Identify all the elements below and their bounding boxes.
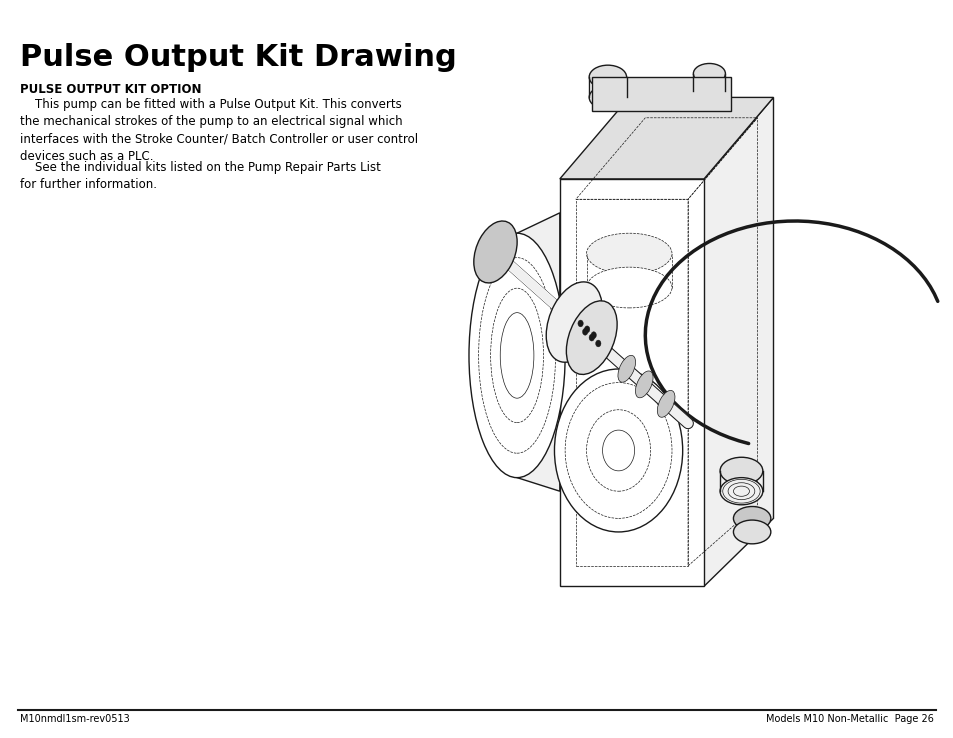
- Polygon shape: [559, 97, 773, 179]
- Circle shape: [582, 328, 587, 335]
- Ellipse shape: [733, 506, 770, 530]
- Text: Pulse Output Kit Drawing: Pulse Output Kit Drawing: [20, 43, 456, 72]
- Circle shape: [588, 334, 594, 341]
- Ellipse shape: [589, 65, 626, 89]
- Text: M10nmdl1sm-rev0513: M10nmdl1sm-rev0513: [20, 714, 130, 724]
- Text: See the individual kits listed on the Pump Repair Parts List
for further informa: See the individual kits listed on the Pu…: [20, 161, 380, 191]
- Polygon shape: [517, 213, 559, 492]
- Ellipse shape: [474, 221, 517, 283]
- Ellipse shape: [546, 282, 601, 362]
- Ellipse shape: [693, 80, 724, 101]
- Ellipse shape: [586, 233, 671, 274]
- Ellipse shape: [618, 356, 635, 382]
- Ellipse shape: [720, 477, 762, 505]
- Polygon shape: [559, 179, 703, 586]
- Ellipse shape: [693, 63, 724, 84]
- Polygon shape: [703, 97, 773, 586]
- Polygon shape: [591, 77, 730, 111]
- Ellipse shape: [733, 520, 770, 544]
- Ellipse shape: [720, 458, 762, 484]
- Ellipse shape: [586, 267, 671, 308]
- Text: PULSE OUTPUT KIT OPTION: PULSE OUTPUT KIT OPTION: [20, 83, 201, 96]
- Circle shape: [591, 332, 596, 339]
- Text: This pump can be fitted with a Pulse Output Kit. This converts
the mechanical st: This pump can be fitted with a Pulse Out…: [20, 98, 417, 164]
- Circle shape: [595, 340, 600, 347]
- Ellipse shape: [635, 371, 653, 398]
- Circle shape: [584, 326, 589, 333]
- Ellipse shape: [657, 390, 674, 417]
- Ellipse shape: [469, 233, 564, 477]
- Circle shape: [578, 320, 582, 327]
- Text: Models M10 Non-Metallic  Page 26: Models M10 Non-Metallic Page 26: [765, 714, 933, 724]
- Circle shape: [554, 369, 682, 532]
- Ellipse shape: [566, 301, 617, 374]
- Ellipse shape: [589, 86, 626, 109]
